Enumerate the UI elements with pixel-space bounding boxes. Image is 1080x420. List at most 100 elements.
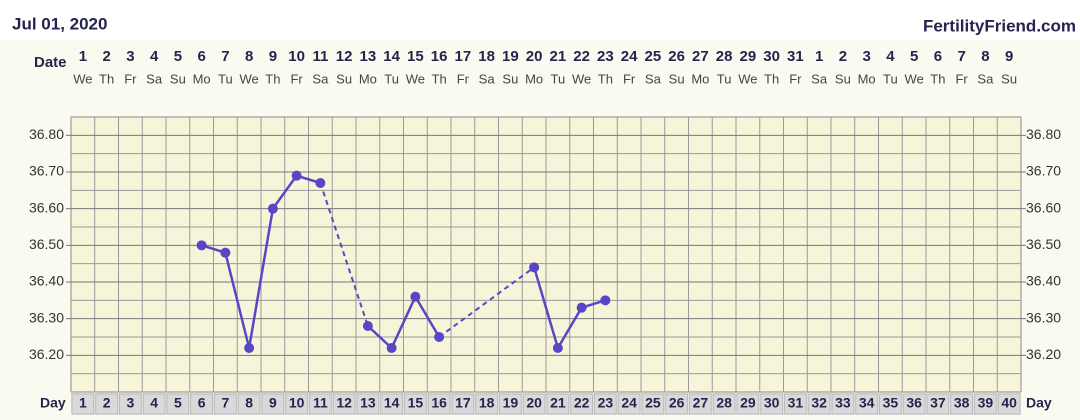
day-number: 23 (598, 395, 614, 411)
day-number: 5 (174, 395, 182, 411)
weekday-label: Tu (717, 71, 732, 86)
weekday-label: Th (930, 71, 945, 86)
weekday-label: Su (336, 71, 352, 86)
weekday-label: We (239, 71, 258, 86)
date-label: 16 (431, 48, 448, 65)
temp-point (362, 321, 373, 331)
weekday-label: Sa (312, 71, 329, 86)
day-cell (522, 393, 546, 415)
date-label: 25 (645, 48, 662, 65)
weekday-label: Tu (883, 71, 898, 86)
day-number: 8 (245, 395, 253, 411)
day-cell (332, 393, 356, 415)
date-label: 23 (597, 48, 614, 65)
day-number: 37 (930, 395, 946, 411)
y-tick-label: 36.80 (1026, 126, 1061, 142)
day-number: 39 (978, 395, 994, 411)
day-cell (855, 393, 878, 415)
date-label: 7 (221, 48, 229, 65)
day-cell (71, 393, 95, 415)
day-number: 20 (526, 395, 542, 411)
day-cell (475, 393, 498, 415)
day-number: 9 (269, 395, 277, 411)
day-number: 38 (954, 395, 970, 411)
day-cell (190, 393, 213, 415)
temp-line (367, 293, 441, 351)
day-number: 7 (221, 395, 229, 411)
temp-point (315, 178, 326, 188)
day-cell (617, 393, 641, 415)
weekday-label: Mo (691, 71, 709, 86)
temp-point (291, 170, 302, 181)
y-tick-label: 36.60 (1026, 199, 1061, 215)
date-label: Date (34, 54, 67, 71)
day-number: 14 (384, 395, 400, 411)
day-number: 4 (150, 395, 158, 411)
weekday-label: We (572, 71, 591, 86)
day-number: 27 (693, 395, 709, 411)
temp-point (196, 240, 207, 251)
day-cell (594, 393, 617, 415)
date-label: 4 (886, 48, 895, 65)
weekday-label: Tu (551, 71, 566, 86)
date-label: 21 (550, 48, 567, 65)
weekday-label: Th (598, 71, 613, 86)
weekday-label: Fr (623, 71, 636, 86)
date-label: 11 (312, 48, 328, 65)
weekday-label: Th (432, 71, 447, 86)
date-label: 29 (740, 48, 757, 65)
day-cell (784, 393, 807, 415)
day-cell (499, 393, 522, 415)
weekday-label: Mo (193, 71, 211, 86)
day-cell (831, 393, 855, 415)
day-cell (427, 393, 451, 415)
y-tick-label: 36.80 (29, 126, 64, 142)
weekday-label: We (73, 71, 92, 86)
weekday-label: Tu (218, 71, 233, 86)
weekday-label: Fr (457, 71, 470, 86)
y-tick-label: 36.70 (29, 163, 64, 179)
day-number: 2 (103, 395, 111, 411)
date-label: 27 (692, 48, 709, 65)
day-label: Day (1026, 395, 1052, 411)
date-label: 2 (102, 48, 110, 65)
weekday-label: Fr (290, 71, 303, 86)
temp-point (552, 343, 563, 353)
date-label: 1 (815, 48, 823, 65)
day-cell (950, 393, 973, 415)
date-label: 8 (245, 48, 253, 65)
date-label: 5 (910, 48, 918, 65)
weekday-label: Sa (146, 71, 163, 86)
day-cell (807, 393, 831, 415)
date-label: 26 (668, 48, 685, 65)
weekday-label: Mo (858, 71, 876, 86)
day-number: 6 (198, 395, 206, 411)
y-tick-label: 36.20 (1026, 346, 1061, 362)
temp-point (576, 302, 587, 313)
day-cell (309, 393, 332, 415)
day-number: 30 (764, 395, 780, 411)
temp-point (220, 247, 231, 258)
day-number: 21 (550, 395, 566, 411)
day-cell (570, 393, 593, 415)
date-label: 10 (288, 48, 305, 65)
day-number: 35 (883, 395, 899, 411)
weekday-label: We (406, 71, 425, 86)
day-number: 28 (716, 395, 732, 411)
chart-title: Jul 01, 2020 (12, 14, 107, 33)
date-label: 22 (573, 48, 590, 65)
y-tick-label: 36.60 (29, 199, 64, 215)
date-label: 1 (79, 48, 87, 65)
day-cell (546, 393, 570, 415)
weekday-label: Su (1001, 71, 1017, 86)
day-cell (879, 393, 902, 415)
weekday-label: Mo (359, 71, 377, 86)
temp-point (386, 343, 397, 353)
temp-point (600, 295, 611, 306)
day-cell (356, 393, 380, 415)
day-number: 11 (313, 395, 328, 411)
weekday-label: Su (835, 71, 851, 86)
day-number: 12 (336, 395, 352, 411)
day-cell (166, 393, 190, 415)
